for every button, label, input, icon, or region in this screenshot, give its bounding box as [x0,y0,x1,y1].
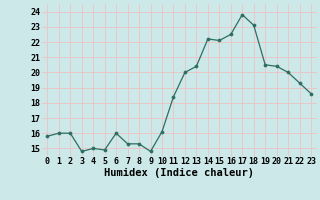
X-axis label: Humidex (Indice chaleur): Humidex (Indice chaleur) [104,168,254,178]
